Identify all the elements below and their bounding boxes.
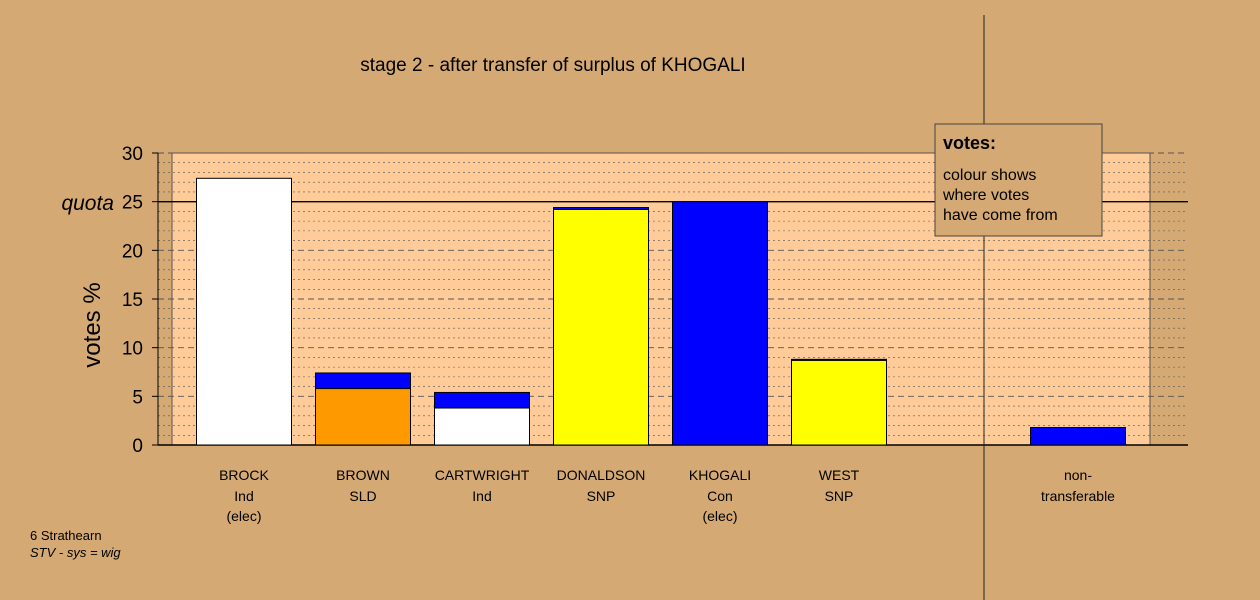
bar-west-segment-1	[791, 359, 887, 446]
legend-line-2: where votes	[942, 187, 1029, 204]
x-label-name-khogali: KHOGALI	[689, 467, 751, 483]
x-labels: BROCK Ind (elec) BROWN SLD CARTWRIGHT Ind DONAL…	[219, 467, 1115, 524]
bar-non-transferable-segment-1	[1030, 426, 1126, 446]
legend-line-3: have come from	[943, 207, 1058, 224]
y-axis-label: votes %	[79, 282, 106, 367]
x-label-party-west: SNP	[825, 488, 854, 504]
y-tick-label: 0	[132, 436, 143, 457]
legend-line-1: colour shows	[943, 167, 1036, 184]
bar-brock-segment-1	[196, 177, 292, 446]
bar-cartwright-segment-2	[434, 391, 530, 409]
x-label-name-donaldson: DONALDSON	[557, 467, 646, 483]
y-tick-label: 10	[122, 339, 143, 360]
bar-cartwright-segment-1	[434, 407, 530, 446]
bar-brown-segment-2	[315, 372, 411, 390]
x-label-non-transferable-1: non-	[1064, 467, 1092, 483]
footer: 6 Strathearn STV - sys = wig	[30, 527, 121, 561]
system-name: STV - sys = wig	[30, 545, 121, 560]
area-name: 6 Strathearn	[30, 528, 102, 543]
y-tick-label: 30	[122, 144, 143, 165]
x-label-status-khogali: (elec)	[702, 508, 737, 524]
y-tick-label: 15	[122, 290, 143, 311]
x-label-non-transferable-2: transferable	[1041, 488, 1115, 504]
bar-brown-segment-1	[315, 388, 411, 446]
legend-box: votes: colour shows where votes have com…	[934, 123, 1103, 237]
bar-khogali-segment-1	[672, 201, 768, 446]
x-label-name-brown: BROWN	[336, 467, 390, 483]
x-label-party-brown: SLD	[349, 488, 376, 504]
y-tick-label: 20	[122, 241, 143, 262]
x-label-party-khogali: Con	[707, 488, 733, 504]
quota-label: quota	[61, 192, 114, 215]
x-label-party-brock: Ind	[234, 488, 253, 504]
bar-west-segment-2	[791, 358, 887, 361]
legend-title: votes:	[943, 133, 996, 153]
x-label-name-cartwright: CARTWRIGHT	[435, 467, 530, 483]
bar-donaldson-segment-2	[553, 207, 649, 210]
x-label-party-cartwright: Ind	[472, 488, 491, 504]
y-tick-label: 25	[122, 193, 143, 214]
x-label-status-brock: (elec)	[226, 508, 261, 524]
y-tick-label: 5	[132, 387, 143, 408]
y-ticks: 0 5 10 15 20 25 30	[122, 144, 158, 457]
x-label-party-donaldson: SNP	[587, 488, 616, 504]
chart-title: stage 2 - after transfer of surplus of K…	[360, 55, 745, 76]
bar-donaldson-segment-1	[553, 208, 649, 446]
x-label-name-west: WEST	[819, 467, 860, 483]
x-label-name-brock: BROCK	[219, 467, 269, 483]
bars	[196, 177, 1126, 446]
